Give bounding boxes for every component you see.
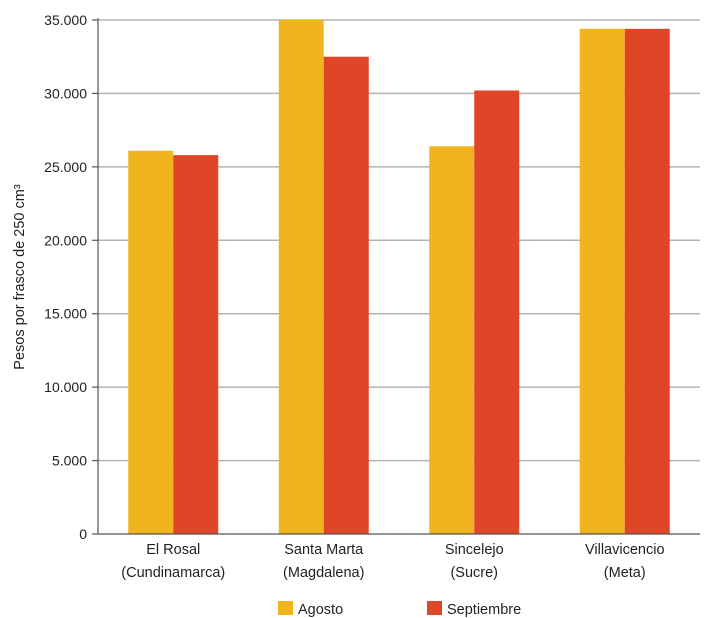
bar-septiembre — [624, 28, 670, 534]
x-category-label: Villavicencio — [585, 542, 665, 558]
y-axis-title: Pesos por frasco de 250 cm³ — [12, 184, 28, 370]
legend: Agosto Septiembre — [278, 601, 521, 618]
axes — [92, 18, 700, 535]
x-category-sublabel: (Cundinamarca) — [121, 565, 225, 581]
bar-agosto — [128, 150, 174, 534]
x-category-sublabel: (Meta) — [604, 565, 646, 581]
bar-septiembre — [323, 56, 369, 534]
legend-label-agosto: Agosto — [298, 602, 343, 618]
y-tick-label: 35.000 — [44, 12, 87, 28]
x-category-label: Santa Marta — [284, 542, 364, 558]
y-tick-labels: 0 5.000 10.000 15.000 20.000 25.000 30.000 35.0… — [44, 12, 87, 542]
y-tick-label: 0 — [79, 526, 87, 542]
bars — [128, 20, 670, 535]
x-category-sublabel: (Magdalena) — [283, 565, 364, 581]
y-tick-label: 10.000 — [44, 379, 87, 395]
bar-agosto — [429, 146, 475, 534]
x-category-labels: El Rosal (Cundinamarca) Santa Marta (Magdal… — [121, 542, 664, 581]
y-tick-label: 15.000 — [44, 306, 87, 322]
bar-agosto — [579, 28, 625, 534]
y-tick-label: 20.000 — [44, 232, 87, 248]
legend-swatch-septiembre — [427, 601, 442, 615]
y-tick-label: 30.000 — [44, 85, 87, 101]
legend-label-septiembre: Septiembre — [447, 602, 521, 618]
y-tick-label: 25.000 — [44, 159, 87, 175]
bar-septiembre — [173, 155, 219, 534]
x-category-label: El Rosal — [146, 542, 200, 558]
legend-swatch-agosto — [278, 601, 293, 615]
y-tick-label: 5.000 — [52, 453, 87, 469]
x-category-sublabel: (Sucre) — [450, 565, 498, 581]
bar-septiembre — [474, 90, 520, 535]
x-category-label: Sincelejo — [445, 542, 504, 558]
bar-agosto — [278, 20, 324, 534]
